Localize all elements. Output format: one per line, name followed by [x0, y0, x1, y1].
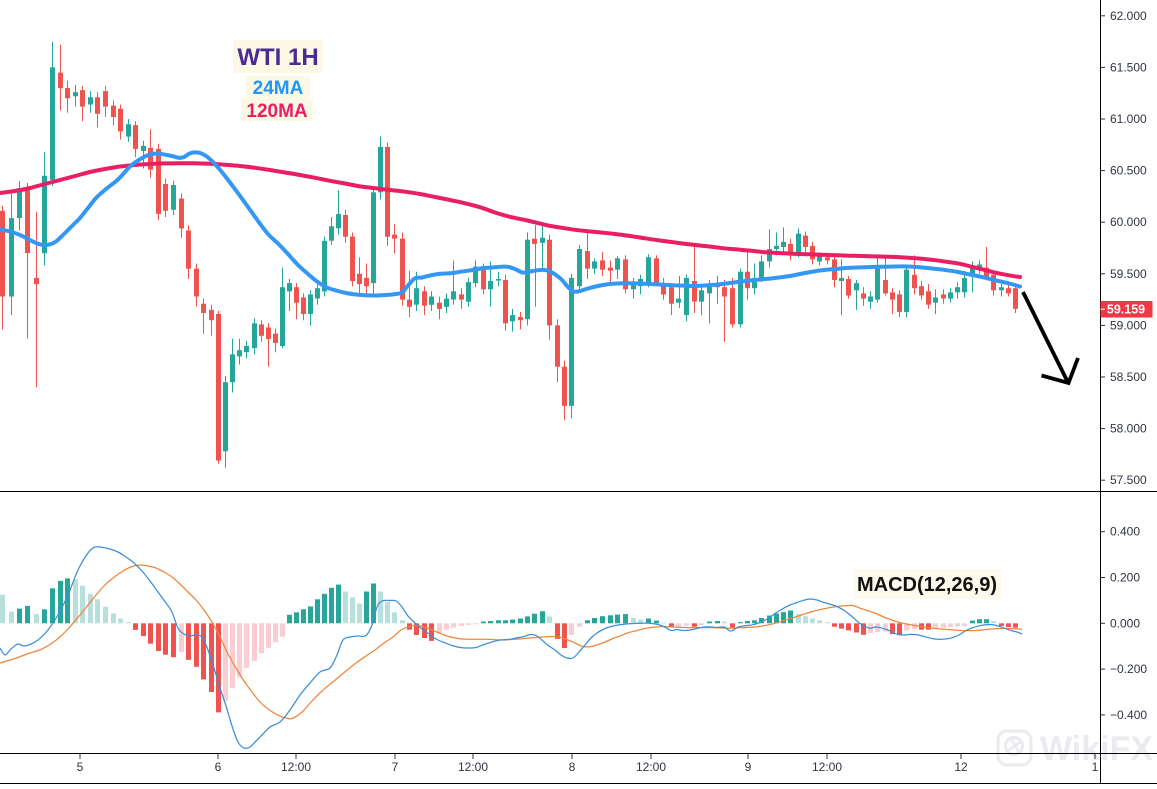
- svg-text:62.000: 62.000: [1110, 9, 1147, 23]
- svg-text:59.500: 59.500: [1110, 267, 1147, 281]
- svg-text:WTI 1H: WTI 1H: [237, 44, 318, 71]
- svg-text:9: 9: [745, 760, 752, 774]
- svg-text:0.400: 0.400: [1110, 525, 1140, 539]
- svg-text:12: 12: [954, 760, 968, 774]
- svg-text:60.500: 60.500: [1110, 164, 1147, 178]
- svg-text:12:00: 12:00: [812, 760, 842, 774]
- svg-text:60.000: 60.000: [1110, 215, 1147, 229]
- svg-text:12:00: 12:00: [636, 760, 666, 774]
- svg-text:61.500: 61.500: [1110, 60, 1147, 74]
- svg-text:59.000: 59.000: [1110, 318, 1147, 332]
- svg-text:120MA: 120MA: [246, 101, 308, 122]
- svg-text:−0.400: −0.400: [1110, 708, 1147, 722]
- svg-text:−0.200: −0.200: [1110, 662, 1147, 676]
- svg-text:1: 1: [1092, 760, 1099, 774]
- svg-text:59.159: 59.159: [1107, 303, 1145, 317]
- svg-text:24MA: 24MA: [253, 78, 304, 99]
- svg-text:0.200: 0.200: [1110, 571, 1140, 585]
- svg-text:0.000: 0.000: [1110, 616, 1140, 630]
- svg-text:6: 6: [215, 760, 222, 774]
- svg-text:58.000: 58.000: [1110, 422, 1147, 436]
- svg-text:58.500: 58.500: [1110, 370, 1147, 384]
- svg-text:WikiFX: WikiFX: [1040, 730, 1153, 768]
- svg-text:MACD(12,26,9): MACD(12,26,9): [857, 574, 997, 596]
- svg-text:12:00: 12:00: [458, 760, 488, 774]
- svg-text:5: 5: [77, 760, 84, 774]
- svg-text:12:00: 12:00: [281, 760, 311, 774]
- svg-text:8: 8: [569, 760, 576, 774]
- svg-text:7: 7: [392, 760, 399, 774]
- svg-text:61.000: 61.000: [1110, 112, 1147, 126]
- svg-text:57.500: 57.500: [1110, 473, 1147, 487]
